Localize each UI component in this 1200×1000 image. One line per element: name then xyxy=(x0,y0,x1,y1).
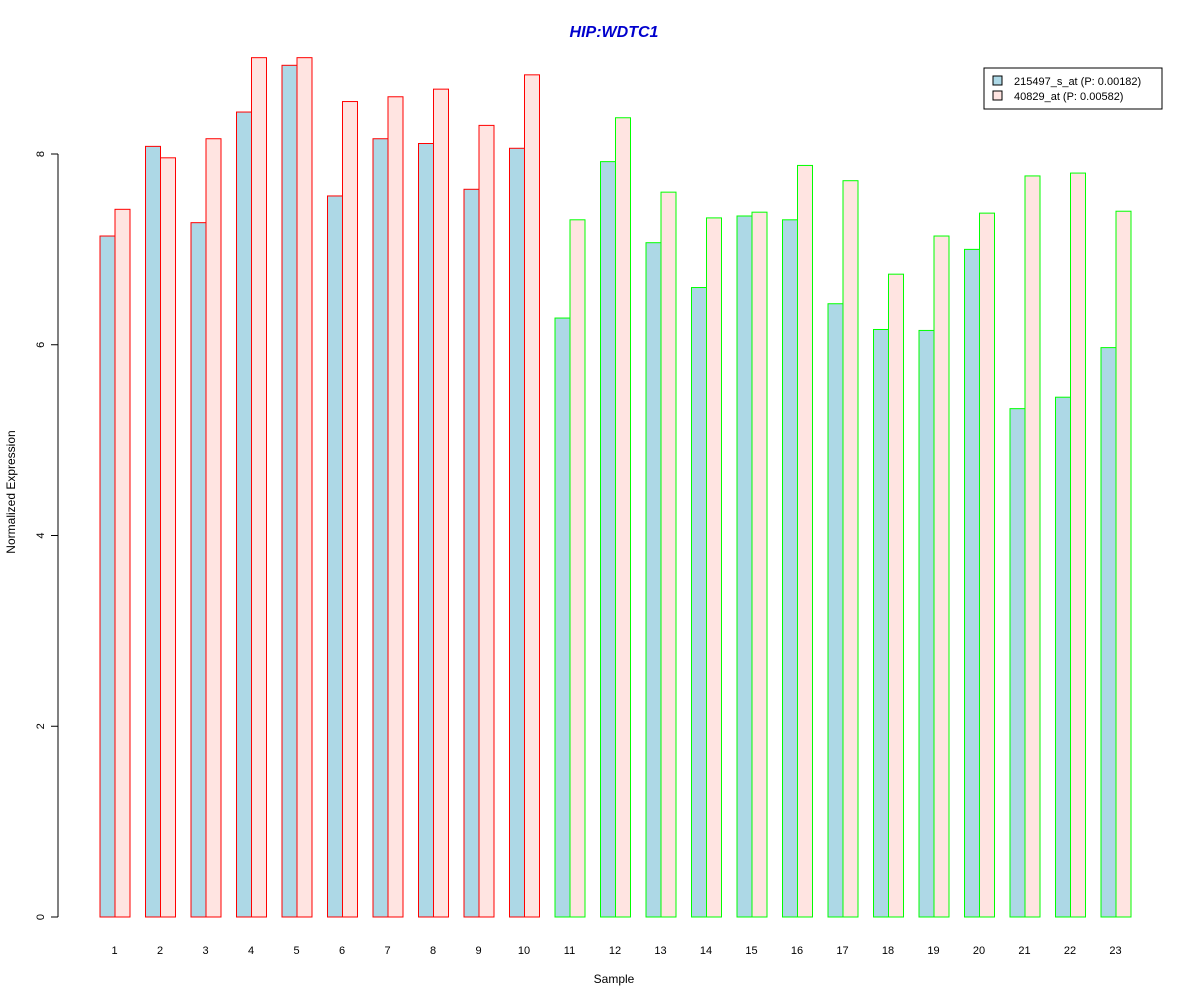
bar-40829-sample-21 xyxy=(1024,175,1041,918)
bar-215497-sample-9 xyxy=(463,188,480,918)
x-tick-label: 11 xyxy=(564,945,575,957)
y-axis: 0 2 4 6 8 xyxy=(35,151,59,920)
bar-215497-sample-23 xyxy=(1100,347,1117,918)
x-tick-label: 18 xyxy=(882,945,894,957)
x-axis-labels: 1 2 3 4 5 6 7 8 9 10 11 12 13 14 15 16 17 18 19 20 21 22 23 xyxy=(111,945,1121,957)
bar-40829-sample-2 xyxy=(160,157,176,918)
bar-215497-sample-22 xyxy=(1055,396,1071,918)
bar-40829-sample-12 xyxy=(615,117,631,918)
bar-40829-sample-7 xyxy=(387,96,404,918)
y-tick-label: 2 xyxy=(35,723,47,729)
x-tick-label: 2 xyxy=(157,945,163,957)
bar-40829-sample-23 xyxy=(1115,210,1132,918)
x-tick-label: 17 xyxy=(836,945,848,957)
y-axis-title: Normalized Expression xyxy=(4,430,18,553)
bar-40829-sample-4 xyxy=(251,57,267,918)
x-tick-label: 16 xyxy=(791,945,803,957)
bar-40829-sample-13 xyxy=(660,191,677,918)
bar-215497-sample-1 xyxy=(99,235,116,918)
bar-40829-sample-1 xyxy=(114,208,131,918)
x-tick-label: 9 xyxy=(475,945,481,957)
bar-215497-sample-6 xyxy=(327,195,343,918)
bar-40829-sample-8 xyxy=(433,88,449,918)
x-tick-label: 20 xyxy=(973,945,985,957)
bar-40829-sample-15 xyxy=(751,211,768,918)
x-tick-label: 6 xyxy=(339,945,345,957)
bar-215497-sample-20 xyxy=(964,248,980,918)
bar-215497-sample-8 xyxy=(418,143,434,918)
bar-40829-sample-10 xyxy=(524,74,540,918)
x-tick-label: 1 xyxy=(111,945,117,957)
legend-box xyxy=(983,67,1163,110)
y-tick-label: 0 xyxy=(35,914,47,920)
bar-215497-sample-15 xyxy=(736,215,753,918)
bar-215497-sample-16 xyxy=(782,219,798,918)
x-tick-label: 14 xyxy=(700,945,712,957)
legend-label-40829: 40829_at (P: 0.00582) xyxy=(1014,91,1123,103)
x-tick-label: 22 xyxy=(1064,945,1076,957)
bar-40829-sample-20 xyxy=(979,212,995,918)
legend-swatch-215497 xyxy=(992,75,1003,86)
x-tick-label: 21 xyxy=(1018,945,1030,957)
bar-215497-sample-19 xyxy=(918,329,935,918)
bar-40829-sample-16 xyxy=(797,164,813,918)
x-tick-label: 7 xyxy=(384,945,390,957)
bar-215497-sample-10 xyxy=(509,147,525,918)
bar-40829-sample-17 xyxy=(842,180,859,918)
bar-40829-sample-3 xyxy=(205,138,222,918)
x-tick-label: 23 xyxy=(1109,945,1121,957)
bar-215497-sample-12 xyxy=(600,161,616,918)
bar-40829-sample-6 xyxy=(342,101,358,918)
x-tick-label: 8 xyxy=(430,945,436,957)
bar-40829-sample-5 xyxy=(296,57,313,918)
x-tick-label: 15 xyxy=(745,945,757,957)
bar-215497-sample-13 xyxy=(645,242,662,918)
bar-40829-sample-19 xyxy=(933,235,950,918)
bar-215497-sample-3 xyxy=(190,222,207,918)
x-tick-label: 12 xyxy=(609,945,621,957)
bar-215497-sample-11 xyxy=(554,317,571,918)
x-tick-label: 3 xyxy=(202,945,208,957)
bar-215497-sample-4 xyxy=(236,111,252,918)
legend: 215497_s_at (P: 0.00182) 40829_at (P: 0.… xyxy=(983,67,1163,110)
bar-215497-sample-17 xyxy=(827,303,844,918)
x-tick-label: 4 xyxy=(248,945,254,957)
x-tick-label: 10 xyxy=(518,945,530,957)
bar-40829-sample-11 xyxy=(569,219,586,918)
bar-40829-sample-22 xyxy=(1070,172,1086,918)
y-tick-label: 4 xyxy=(35,532,47,538)
x-tick-label: 13 xyxy=(654,945,666,957)
bar-215497-sample-7 xyxy=(372,138,389,918)
x-tick-label: 5 xyxy=(293,945,299,957)
bar-215497-sample-14 xyxy=(691,287,707,918)
bar-40829-sample-9 xyxy=(478,124,495,918)
bars xyxy=(99,57,1132,918)
legend-label-215497: 215497_s_at (P: 0.00182) xyxy=(1014,76,1141,88)
bar-40829-sample-18 xyxy=(888,273,904,918)
x-axis-title: Sample xyxy=(594,972,635,986)
bar-215497-sample-18 xyxy=(873,328,889,918)
y-tick-label: 8 xyxy=(35,151,47,157)
bar-215497-sample-5 xyxy=(281,64,298,918)
x-tick-label: 19 xyxy=(927,945,939,957)
y-tick-label: 6 xyxy=(35,342,47,348)
bar-215497-sample-21 xyxy=(1009,408,1026,918)
bar-215497-sample-2 xyxy=(145,145,161,918)
bar-40829-sample-14 xyxy=(706,217,722,918)
legend-swatch-40829 xyxy=(992,90,1003,101)
chart-title: HIP:WDTC1 xyxy=(570,24,659,41)
